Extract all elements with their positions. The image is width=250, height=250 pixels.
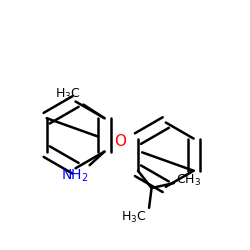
Text: H$_3$C: H$_3$C [121, 210, 146, 226]
Text: NH$_2$: NH$_2$ [61, 168, 88, 184]
Text: H$_3$C: H$_3$C [56, 87, 81, 102]
Text: O: O [114, 134, 126, 150]
Text: CH$_3$: CH$_3$ [176, 173, 202, 188]
